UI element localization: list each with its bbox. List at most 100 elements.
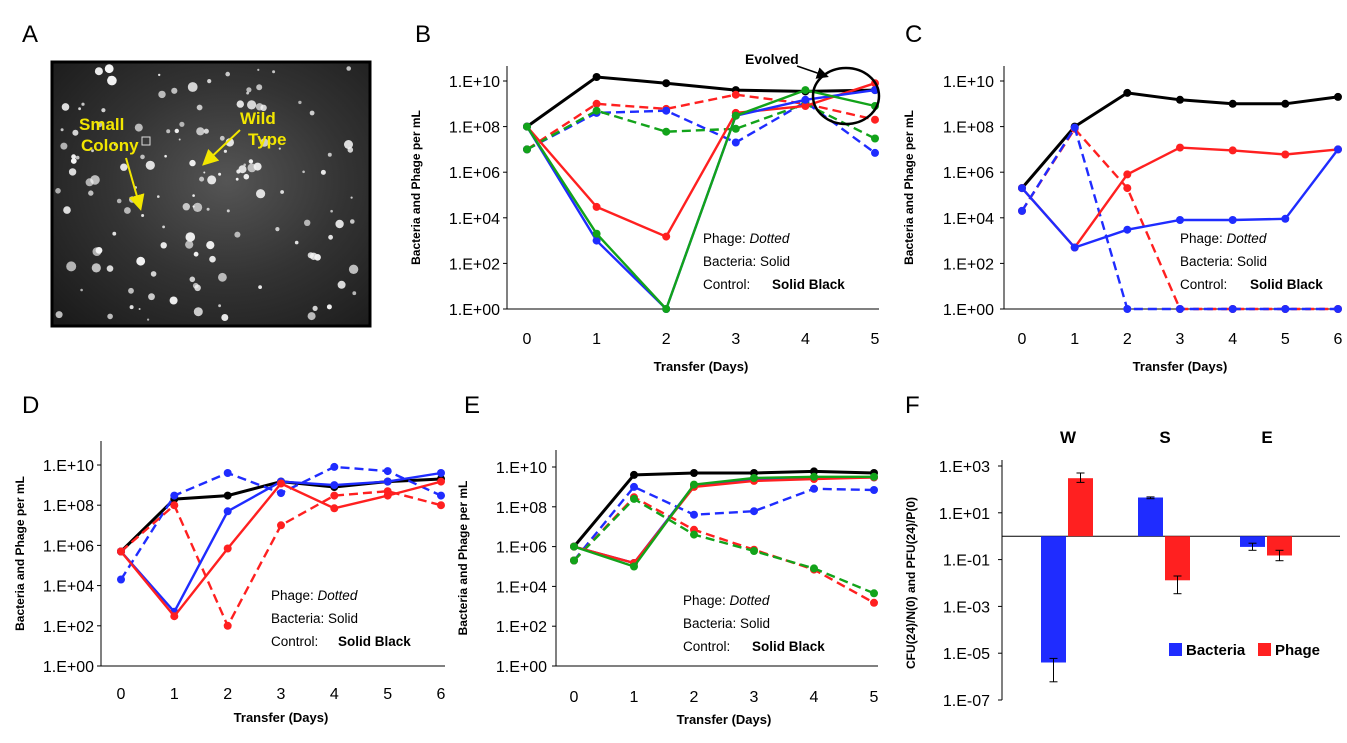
bar-phage xyxy=(1165,536,1190,581)
colony-dot xyxy=(309,252,318,260)
annotation-phage: Phage: Dotted xyxy=(1180,231,1267,246)
x-tick-label: 6 xyxy=(437,686,446,703)
data-point-blue xyxy=(1334,145,1342,154)
colony-dot xyxy=(256,84,263,91)
series-line-red-dashed xyxy=(573,495,875,604)
panel-letter-e: E xyxy=(464,392,480,419)
data-point-blue xyxy=(731,138,740,147)
data-point-black xyxy=(662,79,671,88)
data-point-blue xyxy=(117,575,125,584)
data-point-blue xyxy=(870,486,878,494)
data-point-blue xyxy=(383,467,392,476)
data-point-blue xyxy=(630,482,638,491)
bar-phage xyxy=(1068,478,1093,537)
colony-dot xyxy=(218,304,222,308)
data-point-green xyxy=(801,86,810,95)
small-colony-marker xyxy=(141,136,151,146)
data-point-green xyxy=(750,547,758,555)
micrograph-image xyxy=(50,60,372,328)
colony-dot xyxy=(207,175,217,185)
x-tick-label: 4 xyxy=(1228,331,1237,348)
bar-phage xyxy=(1267,536,1292,556)
data-point-blue xyxy=(277,489,285,498)
micrograph-panel: Small Colony Wild Type xyxy=(50,60,372,328)
colony-dots xyxy=(55,64,359,321)
x-axis-title: Transfer (Days) xyxy=(234,710,329,725)
colony-dot xyxy=(199,176,205,182)
data-point-green xyxy=(523,122,531,131)
category-label: E xyxy=(1261,428,1272,447)
data-point-blue xyxy=(750,507,758,516)
data-point-blue xyxy=(170,491,179,500)
colony-dot xyxy=(96,121,103,128)
data-point-red xyxy=(592,99,601,108)
panel-letter-d: D xyxy=(22,392,39,419)
x-tick-label: 0 xyxy=(523,331,532,348)
data-point-blue xyxy=(871,148,879,157)
colony-dot xyxy=(61,103,70,111)
data-point-black xyxy=(690,469,698,477)
y-tick-label: 1.E+08 xyxy=(43,498,94,515)
panel-letter-b: B xyxy=(415,21,431,48)
colony-dot xyxy=(158,90,166,99)
data-point-blue xyxy=(437,469,445,477)
y-tick-label: 1.E+00 xyxy=(449,302,500,319)
data-point-green xyxy=(630,494,638,503)
colony-dot xyxy=(196,127,205,136)
x-tick-label: 1 xyxy=(1070,331,1079,348)
x-tick-label: 4 xyxy=(810,689,819,706)
colony-dot xyxy=(247,163,257,173)
wild-type-arrow xyxy=(202,129,241,166)
panel-letter-f: F xyxy=(905,392,920,419)
colony-dot xyxy=(108,76,111,79)
colony-dot xyxy=(120,163,128,171)
colony-dot xyxy=(348,264,359,274)
colony-dot xyxy=(192,282,199,289)
x-tick-label: 2 xyxy=(662,331,671,348)
category-label: W xyxy=(1060,428,1077,447)
data-point-red xyxy=(117,547,125,556)
x-tick-label: 0 xyxy=(570,689,579,706)
data-point-blue xyxy=(1228,305,1237,313)
x-tick-label: 1 xyxy=(170,686,179,703)
y-tick-label: 1.E-03 xyxy=(943,599,990,616)
chart-e: 1.E+00 1.E+02 1.E+04 1.E+06 1.E+08 1.E+10 0 1 2 3… xyxy=(456,450,879,727)
data-point-green xyxy=(690,480,698,489)
y-tick-label: 1.E+01 xyxy=(939,506,990,523)
wild-type-label-line1: Wild xyxy=(240,109,276,128)
colony-dot xyxy=(260,138,269,147)
x-tick-label: 5 xyxy=(871,331,880,348)
data-point-green xyxy=(690,530,698,539)
colony-dot xyxy=(78,107,81,111)
data-point-blue xyxy=(1176,305,1184,313)
colony-dot xyxy=(68,168,77,176)
colony-dot xyxy=(328,234,333,240)
y-tick-label: 1.E+10 xyxy=(449,74,500,91)
y-axis-title: Bacteria and Phage per mL xyxy=(456,481,470,636)
colony-dot xyxy=(246,91,250,95)
data-point-blue xyxy=(1018,206,1026,215)
x-tick-label: 6 xyxy=(1334,331,1343,348)
colony-dot xyxy=(148,293,155,301)
y-tick-label: 1.E-01 xyxy=(943,553,990,570)
colony-dot xyxy=(304,219,311,226)
data-point-blue xyxy=(1070,243,1079,252)
colony-dot xyxy=(124,207,131,214)
colony-dot xyxy=(196,104,203,111)
y-tick-label: 1.E-07 xyxy=(943,693,990,710)
colony-dot xyxy=(128,287,134,294)
colony-dot xyxy=(330,209,333,213)
colony-dot xyxy=(223,149,227,153)
colony-dot xyxy=(174,128,179,134)
x-tick-label: 0 xyxy=(1018,331,1027,348)
chart-d: 1.E+00 1.E+02 1.E+04 1.E+06 1.E+08 1.E+10 0 1 2 3… xyxy=(13,441,446,725)
data-point-red xyxy=(277,479,285,488)
y-tick-label: 1.E+04 xyxy=(449,211,500,228)
x-tick-label: 4 xyxy=(330,686,339,703)
colony-dot xyxy=(320,169,326,175)
data-point-red xyxy=(1228,146,1237,155)
x-tick-label: 3 xyxy=(1176,331,1185,348)
colony-dot xyxy=(158,73,161,77)
data-point-red xyxy=(383,491,392,500)
colony-dot xyxy=(160,242,167,249)
